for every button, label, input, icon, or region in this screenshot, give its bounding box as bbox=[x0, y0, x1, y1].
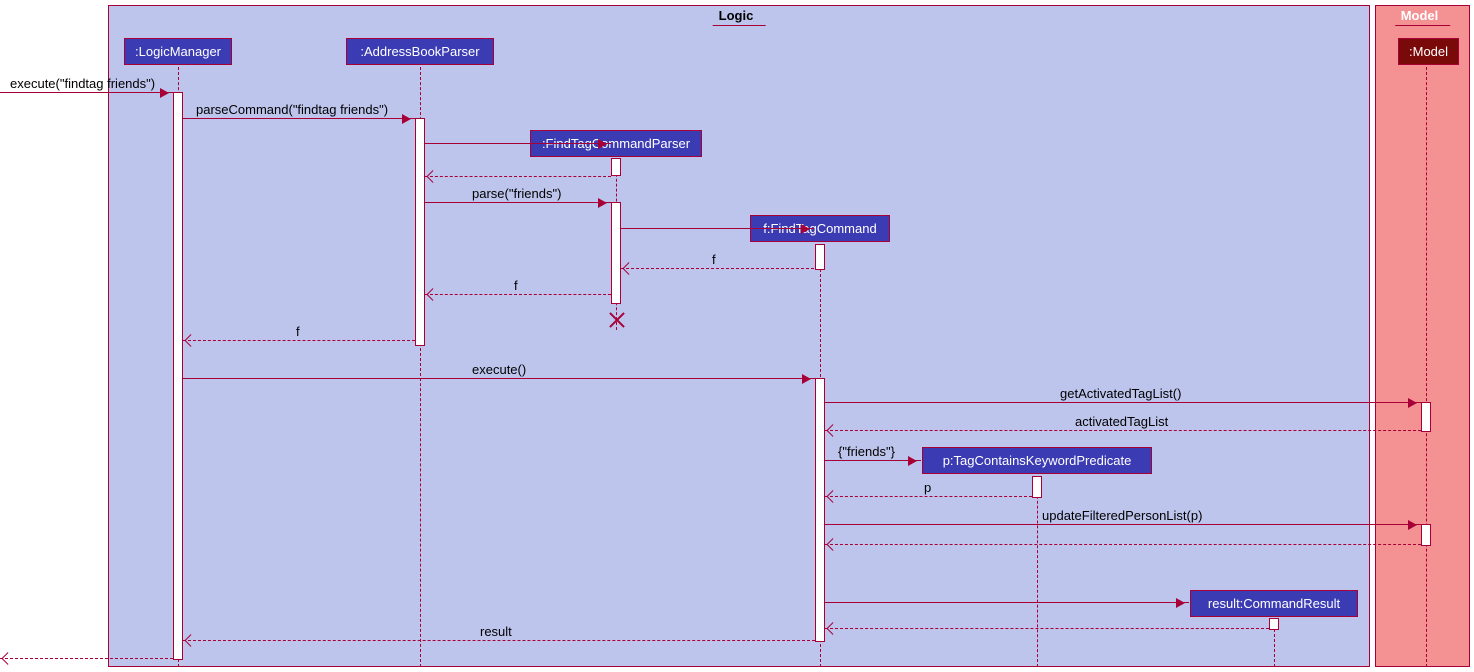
arrow-13 bbox=[825, 496, 1032, 497]
activation-9 bbox=[1421, 524, 1431, 546]
msg-label-13: p bbox=[924, 480, 931, 495]
msg-label-11: activatedTagList bbox=[1075, 414, 1168, 429]
arrow-5 bbox=[621, 228, 814, 229]
arrow-1 bbox=[183, 118, 415, 119]
participant-mdl: :Model bbox=[1398, 38, 1459, 65]
logic-frame-label: Logic bbox=[713, 6, 766, 26]
activation-4 bbox=[815, 244, 825, 270]
arrow-2 bbox=[425, 143, 611, 144]
arrow-3 bbox=[425, 176, 611, 177]
participant-res: result:CommandResult bbox=[1190, 590, 1358, 617]
msg-label-4: parse("friends") bbox=[472, 186, 561, 201]
arrow-17 bbox=[825, 628, 1269, 629]
arrow-19 bbox=[0, 658, 173, 659]
msg-label-14: updateFilteredPersonList(p) bbox=[1042, 508, 1202, 523]
participant-lm: :LogicManager bbox=[124, 38, 232, 65]
msg-label-1: parseCommand("findtag friends") bbox=[196, 102, 388, 117]
arrow-11 bbox=[825, 430, 1421, 431]
msg-label-9: execute() bbox=[472, 362, 526, 377]
activation-6 bbox=[1032, 476, 1042, 498]
msg-label-12: {"friends"} bbox=[838, 444, 895, 459]
destroy-icon bbox=[607, 310, 627, 330]
arrow-12 bbox=[825, 460, 921, 461]
lifeline-pred bbox=[1037, 471, 1038, 667]
model-frame: Model bbox=[1375, 5, 1470, 667]
arrow-14 bbox=[825, 524, 1421, 525]
activation-3 bbox=[611, 202, 621, 304]
msg-label-0: execute("findtag friends") bbox=[10, 76, 155, 91]
model-frame-label: Model bbox=[1395, 6, 1451, 26]
msg-label-6: f bbox=[712, 252, 716, 267]
msg-label-18: result bbox=[480, 624, 512, 639]
activation-0 bbox=[173, 92, 183, 660]
msg-label-8: f bbox=[296, 324, 300, 339]
lifeline-mdl bbox=[1426, 62, 1427, 667]
activation-8 bbox=[1421, 402, 1431, 432]
arrow-9 bbox=[183, 378, 815, 379]
activation-2 bbox=[611, 158, 621, 176]
activation-1 bbox=[415, 118, 425, 346]
activation-5 bbox=[815, 378, 825, 642]
arrow-8 bbox=[183, 340, 415, 341]
arrow-6 bbox=[621, 268, 814, 269]
msg-label-10: getActivatedTagList() bbox=[1060, 386, 1181, 401]
arrow-16 bbox=[825, 602, 1189, 603]
participant-abp: :AddressBookParser bbox=[346, 38, 494, 65]
msg-label-7: f bbox=[514, 278, 518, 293]
arrow-0 bbox=[0, 92, 173, 93]
arrow-10 bbox=[825, 402, 1421, 403]
arrow-4 bbox=[425, 202, 611, 203]
participant-pred: p:TagContainsKeywordPredicate bbox=[922, 447, 1152, 474]
activation-7 bbox=[1269, 618, 1279, 630]
arrow-18 bbox=[183, 640, 815, 641]
arrow-15 bbox=[825, 544, 1421, 545]
arrow-7 bbox=[425, 294, 611, 295]
